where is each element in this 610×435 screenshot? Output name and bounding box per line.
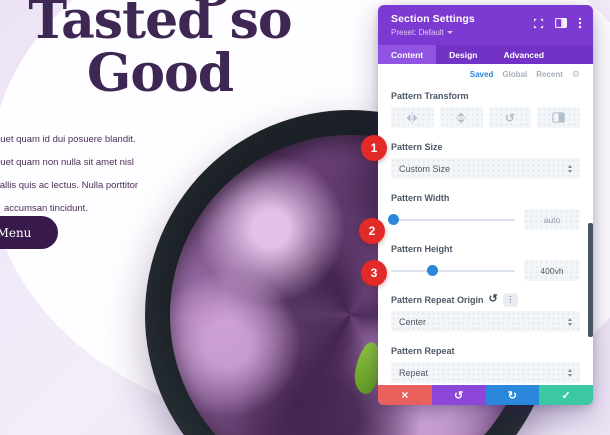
pattern-size-value: Custom Size xyxy=(399,163,451,174)
pattern-width-section: Pattern Width auto xyxy=(388,191,580,230)
pattern-repeat-origin-label: Pattern Repeat Origin xyxy=(391,294,484,305)
paragraph-line: accumsan tincidunt. xyxy=(4,203,88,214)
rotate-button[interactable]: ↺ xyxy=(488,107,532,128)
select-arrows-icon xyxy=(568,368,572,377)
modal-footer: × ↺ ↻ ✓ xyxy=(378,385,593,405)
paragraph-line: vallis quis ac lectus. Nulla porttitor xyxy=(0,180,139,191)
pattern-width-label: Pattern Width xyxy=(391,192,450,203)
annotation-badge-2: 2 xyxy=(359,218,385,244)
discard-button[interactable]: × xyxy=(378,385,432,405)
pattern-height-slider[interactable] xyxy=(391,260,515,281)
scrollbar-thumb[interactable] xyxy=(588,223,593,337)
option-menu-icon[interactable]: ⋮ xyxy=(502,292,518,307)
pattern-height-label: Pattern Height xyxy=(391,243,453,254)
reset-icon[interactable]: ↺ xyxy=(488,293,498,305)
close-icon: × xyxy=(401,388,409,402)
redo-icon: ↻ xyxy=(507,389,517,402)
invert-pattern-button[interactable] xyxy=(537,107,580,128)
section-settings-modal: Section Settings Preset: Default Content… xyxy=(378,5,593,405)
heading-line-1: Tasted so xyxy=(28,0,292,51)
pattern-repeat-label: Pattern Repeat xyxy=(391,345,455,356)
pattern-repeat-section: Pattern Repeat Repeat xyxy=(391,344,580,383)
more-options-icon[interactable] xyxy=(578,17,582,29)
expand-icon[interactable] xyxy=(533,18,544,29)
filter-global[interactable]: Global xyxy=(502,69,528,79)
tab-content[interactable]: Content xyxy=(378,45,437,64)
pattern-repeat-origin-value: Center xyxy=(399,316,427,327)
menu-button-label: Menu xyxy=(0,225,32,240)
pattern-width-input[interactable]: auto xyxy=(524,209,580,230)
pattern-repeat-origin-section: Pattern Repeat Origin ↺ ⋮ Center xyxy=(391,292,580,332)
presets-filter-bar: Saved Global Recent ⚙ xyxy=(391,66,580,82)
page-heading-clipped-line: Nothing xyxy=(0,0,280,2)
save-button[interactable]: ✓ xyxy=(539,385,593,405)
preset-selector[interactable]: Preset: Default xyxy=(391,28,580,37)
chevron-down-icon xyxy=(446,31,453,34)
pattern-transform-section: Pattern Transform ↺ xyxy=(391,89,580,128)
select-arrows-icon xyxy=(568,317,572,326)
menu-button[interactable]: Menu xyxy=(0,216,58,249)
modal-header[interactable]: Section Settings Preset: Default xyxy=(378,5,593,45)
modal-title: Section Settings xyxy=(391,13,475,25)
pattern-repeat-value: Repeat xyxy=(399,367,429,378)
redo-button[interactable]: ↻ xyxy=(485,385,540,405)
preset-label: Preset: Default xyxy=(391,28,444,37)
annotation-badge-3: 3 xyxy=(361,260,387,286)
pattern-transform-label: Pattern Transform xyxy=(391,90,469,101)
slider-handle[interactable] xyxy=(426,265,438,276)
flip-vertical-button[interactable] xyxy=(439,107,483,128)
settings-tabs: Content Design Advanced xyxy=(378,45,593,64)
tab-design[interactable]: Design xyxy=(449,49,478,60)
paragraph-line: quet quam non nulla sit amet nisl xyxy=(0,157,134,168)
select-arrows-icon xyxy=(568,164,572,173)
pattern-repeat-origin-select[interactable]: Center xyxy=(391,311,580,332)
undo-button[interactable]: ↺ xyxy=(431,385,486,405)
gear-icon[interactable]: ⚙ xyxy=(571,68,580,79)
page-paragraph: quet quam id dui posuere blandit. quet q… xyxy=(0,128,175,220)
filter-recent[interactable]: Recent xyxy=(536,69,563,79)
dock-panel-icon[interactable] xyxy=(555,18,567,28)
pattern-size-label: Pattern Size xyxy=(391,141,443,152)
page-heading: Tasted so Good xyxy=(0,0,330,100)
pattern-height-input[interactable]: 400vh xyxy=(524,260,580,281)
pattern-size-select[interactable]: Custom Size xyxy=(391,158,580,179)
annotation-badge-1: 1 xyxy=(361,135,387,161)
pattern-height-section: Pattern Height 400vh xyxy=(391,242,580,281)
settings-body: Saved Global Recent ⚙ Pattern Transform … xyxy=(378,64,593,385)
pattern-width-slider[interactable] xyxy=(388,209,515,230)
undo-icon: ↺ xyxy=(454,389,464,402)
paragraph-line: quet quam id dui posuere blandit. xyxy=(0,134,136,145)
check-icon: ✓ xyxy=(561,389,571,402)
pattern-repeat-select[interactable]: Repeat xyxy=(391,362,580,383)
tab-advanced[interactable]: Advanced xyxy=(503,49,545,60)
flip-horizontal-button[interactable] xyxy=(391,107,434,128)
heading-line-2: Good xyxy=(86,43,234,105)
slider-handle[interactable] xyxy=(388,214,400,225)
pattern-size-section: Pattern Size Custom Size xyxy=(391,140,580,179)
filter-saved[interactable]: Saved xyxy=(469,69,494,79)
